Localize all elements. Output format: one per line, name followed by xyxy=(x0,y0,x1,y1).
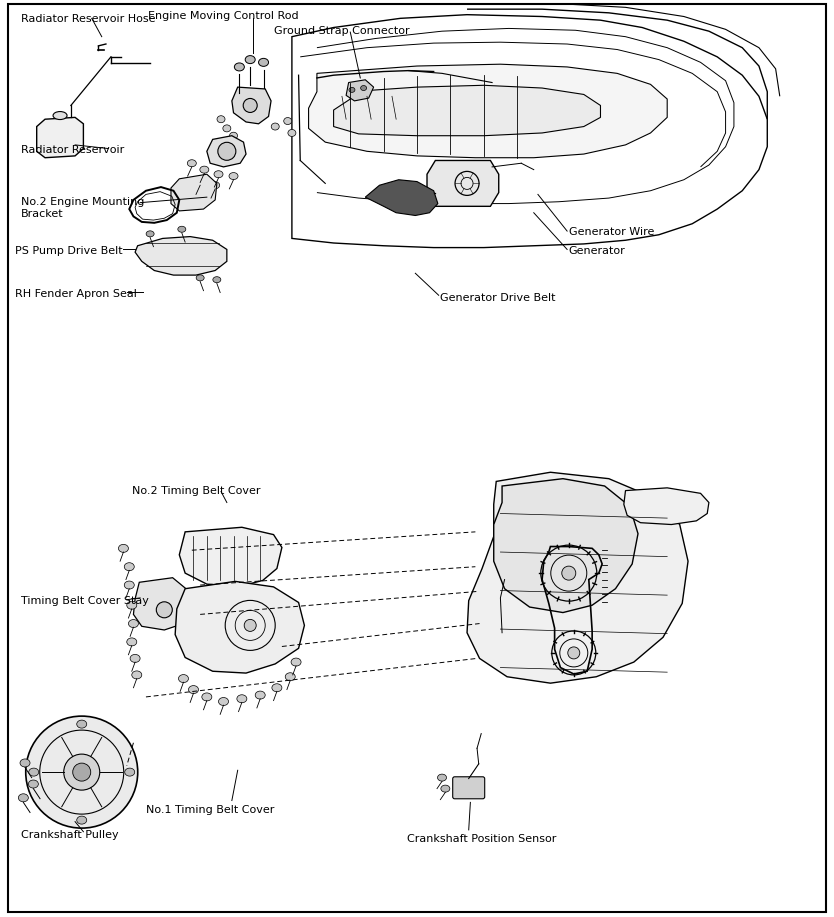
Polygon shape xyxy=(467,472,688,683)
Text: No.2 Timing Belt Cover: No.2 Timing Belt Cover xyxy=(132,486,260,496)
Ellipse shape xyxy=(200,166,208,173)
Ellipse shape xyxy=(132,671,142,679)
Ellipse shape xyxy=(219,698,229,705)
Text: Ground Strap Connector: Ground Strap Connector xyxy=(274,26,409,36)
Polygon shape xyxy=(207,136,246,167)
Text: Generator: Generator xyxy=(569,246,626,256)
Polygon shape xyxy=(427,160,499,206)
Text: Engine Moving Control Rod: Engine Moving Control Rod xyxy=(148,11,299,21)
Ellipse shape xyxy=(223,125,231,132)
Polygon shape xyxy=(175,581,304,673)
Ellipse shape xyxy=(229,132,238,139)
Polygon shape xyxy=(179,527,282,587)
Text: No.1 Timing Belt Cover: No.1 Timing Belt Cover xyxy=(146,805,274,815)
Ellipse shape xyxy=(438,774,446,781)
Text: No.2 Engine Mounting: No.2 Engine Mounting xyxy=(21,197,144,207)
Ellipse shape xyxy=(234,63,244,71)
Ellipse shape xyxy=(127,638,137,646)
Circle shape xyxy=(244,98,257,113)
Ellipse shape xyxy=(360,85,367,91)
Ellipse shape xyxy=(291,658,301,666)
Ellipse shape xyxy=(18,794,28,801)
Ellipse shape xyxy=(28,768,38,776)
Ellipse shape xyxy=(124,581,134,589)
Polygon shape xyxy=(346,80,374,101)
Ellipse shape xyxy=(178,675,188,682)
Circle shape xyxy=(244,619,256,632)
Ellipse shape xyxy=(441,785,450,792)
Ellipse shape xyxy=(128,620,138,627)
Text: Radiator Reservoir: Radiator Reservoir xyxy=(21,145,124,155)
Text: Radiator Reservoir Hose: Radiator Reservoir Hose xyxy=(21,14,155,24)
Ellipse shape xyxy=(124,563,134,570)
Ellipse shape xyxy=(125,768,135,776)
Ellipse shape xyxy=(20,759,30,767)
Ellipse shape xyxy=(288,129,296,137)
Ellipse shape xyxy=(237,695,247,702)
Text: Timing Belt Cover Stay: Timing Belt Cover Stay xyxy=(21,596,148,606)
Ellipse shape xyxy=(245,56,255,63)
Ellipse shape xyxy=(53,112,67,119)
Ellipse shape xyxy=(127,602,137,609)
Ellipse shape xyxy=(284,117,292,125)
Circle shape xyxy=(73,763,91,781)
Polygon shape xyxy=(309,64,667,158)
Ellipse shape xyxy=(202,693,212,701)
Text: Bracket: Bracket xyxy=(21,209,63,219)
Ellipse shape xyxy=(229,172,238,180)
Ellipse shape xyxy=(271,123,279,130)
Ellipse shape xyxy=(118,545,128,552)
Ellipse shape xyxy=(214,171,223,178)
FancyBboxPatch shape xyxy=(453,777,485,799)
Circle shape xyxy=(218,142,236,160)
Circle shape xyxy=(562,566,575,580)
Ellipse shape xyxy=(213,277,221,282)
Polygon shape xyxy=(232,87,271,124)
Ellipse shape xyxy=(188,160,196,167)
Text: Generator Wire: Generator Wire xyxy=(569,227,654,238)
Ellipse shape xyxy=(349,87,355,93)
Ellipse shape xyxy=(285,673,295,680)
Ellipse shape xyxy=(77,720,87,728)
Ellipse shape xyxy=(272,684,282,691)
Circle shape xyxy=(156,602,173,618)
Ellipse shape xyxy=(259,59,269,66)
Ellipse shape xyxy=(146,231,154,237)
Ellipse shape xyxy=(77,816,87,824)
Text: RH Fender Apron Seal: RH Fender Apron Seal xyxy=(15,289,137,299)
Ellipse shape xyxy=(188,686,198,693)
Polygon shape xyxy=(135,237,227,275)
Text: Crankshaft Pulley: Crankshaft Pulley xyxy=(21,830,118,840)
Ellipse shape xyxy=(196,275,204,281)
Polygon shape xyxy=(133,578,192,630)
Ellipse shape xyxy=(217,116,225,123)
Ellipse shape xyxy=(178,226,186,232)
Text: PS Pump Drive Belt: PS Pump Drive Belt xyxy=(15,246,123,256)
Polygon shape xyxy=(365,180,438,215)
Circle shape xyxy=(26,716,138,828)
Circle shape xyxy=(63,754,100,790)
Ellipse shape xyxy=(28,780,38,788)
Ellipse shape xyxy=(196,178,204,185)
Polygon shape xyxy=(37,117,83,158)
Text: Generator Drive Belt: Generator Drive Belt xyxy=(440,293,555,304)
Text: Crankshaft Position Sensor: Crankshaft Position Sensor xyxy=(407,834,556,845)
Polygon shape xyxy=(494,479,638,613)
Ellipse shape xyxy=(255,691,265,699)
Ellipse shape xyxy=(211,182,219,189)
Ellipse shape xyxy=(130,655,140,662)
Polygon shape xyxy=(334,85,600,136)
Polygon shape xyxy=(624,488,709,525)
Circle shape xyxy=(568,646,580,659)
Polygon shape xyxy=(171,174,217,211)
